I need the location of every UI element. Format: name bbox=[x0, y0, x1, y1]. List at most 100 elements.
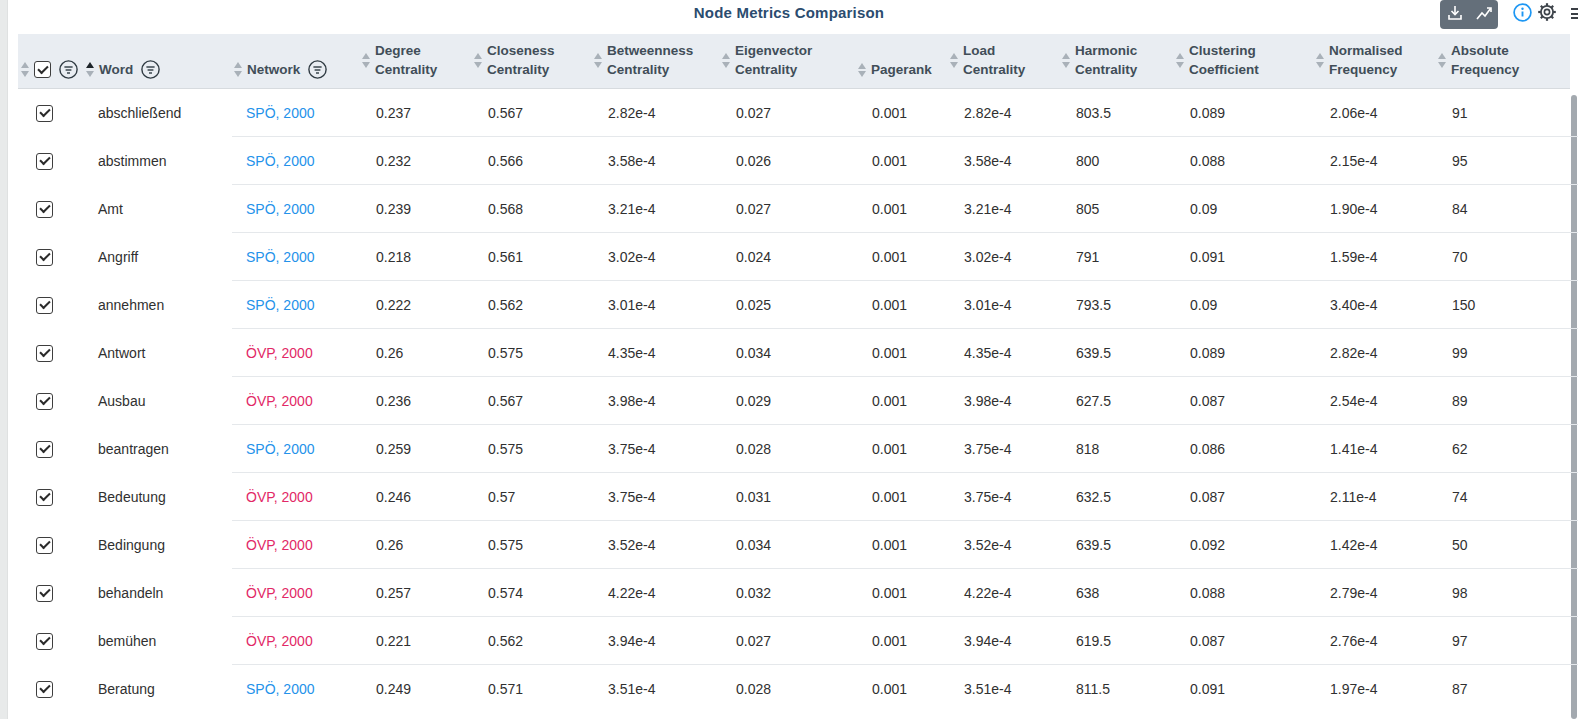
network-link[interactable]: ÖVP, 2000 bbox=[246, 537, 313, 553]
sort-toggle[interactable] bbox=[858, 63, 866, 78]
closeness-centrality-cell: 0.571 bbox=[488, 665, 608, 713]
betweenness-centrality-cell: 3.58e-4 bbox=[608, 137, 736, 185]
degree-centrality-cell: 0.239 bbox=[376, 185, 488, 233]
checkmark-icon bbox=[39, 586, 50, 597]
load-centrality-cell: 3.52e-4 bbox=[964, 521, 1076, 569]
sort-toggle[interactable] bbox=[1176, 53, 1184, 68]
table-row: abschließend SPÖ, 2000 0.237 0.567 2.82e… bbox=[18, 89, 1570, 137]
sort-toggle[interactable] bbox=[1316, 53, 1324, 68]
row-checkbox[interactable] bbox=[36, 489, 53, 506]
word-cell: Antwort bbox=[98, 329, 246, 377]
network-link[interactable]: SPÖ, 2000 bbox=[246, 681, 315, 697]
select-all-checkbox[interactable] bbox=[34, 61, 51, 78]
load-centrality-cell: 4.35e-4 bbox=[964, 329, 1076, 377]
degree-centrality-cell: 0.218 bbox=[376, 233, 488, 281]
sort-toggle[interactable] bbox=[722, 53, 730, 68]
pagerank-cell: 0.001 bbox=[872, 617, 964, 665]
row-checkbox[interactable] bbox=[36, 153, 53, 170]
network-link[interactable]: SPÖ, 2000 bbox=[246, 249, 315, 265]
pagerank-cell: 0.001 bbox=[872, 233, 964, 281]
filter-icon[interactable] bbox=[140, 59, 161, 80]
sort-toggle[interactable] bbox=[950, 53, 958, 68]
table-row: abstimmen SPÖ, 2000 0.232 0.566 3.58e-4 … bbox=[18, 137, 1570, 185]
info-button[interactable] bbox=[1512, 2, 1533, 27]
row-checkbox[interactable] bbox=[36, 537, 53, 554]
normalised-frequency-cell: 1.41e-4 bbox=[1330, 425, 1452, 473]
column-header-closeness-centrality[interactable]: Closeness Centrality bbox=[488, 34, 608, 88]
network-link[interactable]: ÖVP, 2000 bbox=[246, 393, 313, 409]
harmonic-centrality-cell: 639.5 bbox=[1076, 521, 1190, 569]
column-header-load-centrality[interactable]: Load Centrality bbox=[964, 34, 1076, 88]
clustering-coefficient-cell: 0.092 bbox=[1190, 521, 1330, 569]
row-checkbox[interactable] bbox=[36, 105, 53, 122]
closeness-centrality-cell: 0.574 bbox=[488, 569, 608, 617]
row-checkbox[interactable] bbox=[36, 585, 53, 602]
word-cell: abstimmen bbox=[98, 137, 246, 185]
table-row: annehmen SPÖ, 2000 0.222 0.562 3.01e-4 0… bbox=[18, 281, 1570, 329]
network-link[interactable]: SPÖ, 2000 bbox=[246, 153, 315, 169]
network-link[interactable]: SPÖ, 2000 bbox=[246, 297, 315, 313]
column-header-normalised-frequency[interactable]: Normalised Frequency bbox=[1330, 34, 1452, 88]
network-link[interactable]: ÖVP, 2000 bbox=[246, 345, 313, 361]
column-header-clustering-coefficient[interactable]: Clustering Coefficient bbox=[1190, 34, 1330, 88]
sort-toggle[interactable] bbox=[474, 53, 482, 68]
row-checkbox[interactable] bbox=[36, 681, 53, 698]
column-header-word[interactable]: Word bbox=[98, 34, 246, 88]
column-header-degree-centrality[interactable]: Degree Centrality bbox=[376, 34, 488, 88]
normalised-frequency-cell: 2.15e-4 bbox=[1330, 137, 1452, 185]
betweenness-centrality-cell: 3.51e-4 bbox=[608, 665, 736, 713]
pagerank-cell: 0.001 bbox=[872, 185, 964, 233]
degree-centrality-cell: 0.26 bbox=[376, 329, 488, 377]
network-link[interactable]: ÖVP, 2000 bbox=[246, 489, 313, 505]
sort-toggle[interactable] bbox=[362, 53, 370, 68]
sort-toggle[interactable] bbox=[594, 53, 602, 68]
settings-button[interactable] bbox=[1536, 1, 1558, 27]
row-checkbox[interactable] bbox=[36, 297, 53, 314]
column-header-harmonic-centrality[interactable]: Harmonic Centrality bbox=[1076, 34, 1190, 88]
absolute-frequency-cell: 84 bbox=[1452, 185, 1570, 233]
sort-toggle[interactable] bbox=[1438, 53, 1446, 68]
download-button[interactable] bbox=[1441, 1, 1468, 28]
network-link[interactable]: SPÖ, 2000 bbox=[246, 201, 315, 217]
clustering-coefficient-cell: 0.091 bbox=[1190, 233, 1330, 281]
network-link[interactable]: SPÖ, 2000 bbox=[246, 105, 315, 121]
column-header-betweenness-centrality[interactable]: Betweenness Centrality bbox=[608, 34, 736, 88]
row-checkbox[interactable] bbox=[36, 345, 53, 362]
sort-toggle[interactable] bbox=[21, 62, 29, 77]
betweenness-centrality-cell: 3.98e-4 bbox=[608, 377, 736, 425]
load-centrality-cell: 3.75e-4 bbox=[964, 425, 1076, 473]
degree-centrality-cell: 0.257 bbox=[376, 569, 488, 617]
row-checkbox[interactable] bbox=[36, 441, 53, 458]
row-checkbox[interactable] bbox=[36, 201, 53, 218]
menu-button[interactable] bbox=[1571, 8, 1578, 22]
filter-icon[interactable] bbox=[307, 59, 328, 80]
word-cell: beantragen bbox=[98, 425, 246, 473]
sort-toggle[interactable] bbox=[234, 62, 242, 77]
row-checkbox[interactable] bbox=[36, 393, 53, 410]
filter-icon[interactable] bbox=[58, 59, 79, 80]
chart-view-button[interactable] bbox=[1470, 1, 1497, 28]
clustering-coefficient-cell: 0.087 bbox=[1190, 377, 1330, 425]
row-checkbox[interactable] bbox=[36, 633, 53, 650]
closeness-centrality-cell: 0.567 bbox=[488, 377, 608, 425]
row-checkbox[interactable] bbox=[36, 249, 53, 266]
pagerank-cell: 0.001 bbox=[872, 425, 964, 473]
column-header-network[interactable]: Network bbox=[246, 34, 376, 88]
closeness-centrality-cell: 0.561 bbox=[488, 233, 608, 281]
sort-toggle[interactable] bbox=[86, 62, 94, 77]
word-cell: annehmen bbox=[98, 281, 246, 329]
absolute-frequency-cell: 62 bbox=[1452, 425, 1570, 473]
network-link[interactable]: SPÖ, 2000 bbox=[246, 441, 315, 457]
vertical-scrollbar[interactable] bbox=[1571, 95, 1577, 719]
network-link[interactable]: ÖVP, 2000 bbox=[246, 585, 313, 601]
network-link[interactable]: ÖVP, 2000 bbox=[246, 633, 313, 649]
checkmark-icon bbox=[39, 538, 50, 549]
degree-centrality-cell: 0.221 bbox=[376, 617, 488, 665]
table-row: behandeln ÖVP, 2000 0.257 0.574 4.22e-4 … bbox=[18, 569, 1570, 617]
absolute-frequency-cell: 95 bbox=[1452, 137, 1570, 185]
column-header-absolute-frequency[interactable]: Absolute Frequency bbox=[1452, 34, 1570, 88]
word-cell: bemühen bbox=[98, 617, 246, 665]
sort-toggle[interactable] bbox=[1062, 53, 1070, 68]
column-header-eigenvector-centrality[interactable]: Eigenvector Centrality bbox=[736, 34, 872, 88]
word-cell: Bedingung bbox=[98, 521, 246, 569]
